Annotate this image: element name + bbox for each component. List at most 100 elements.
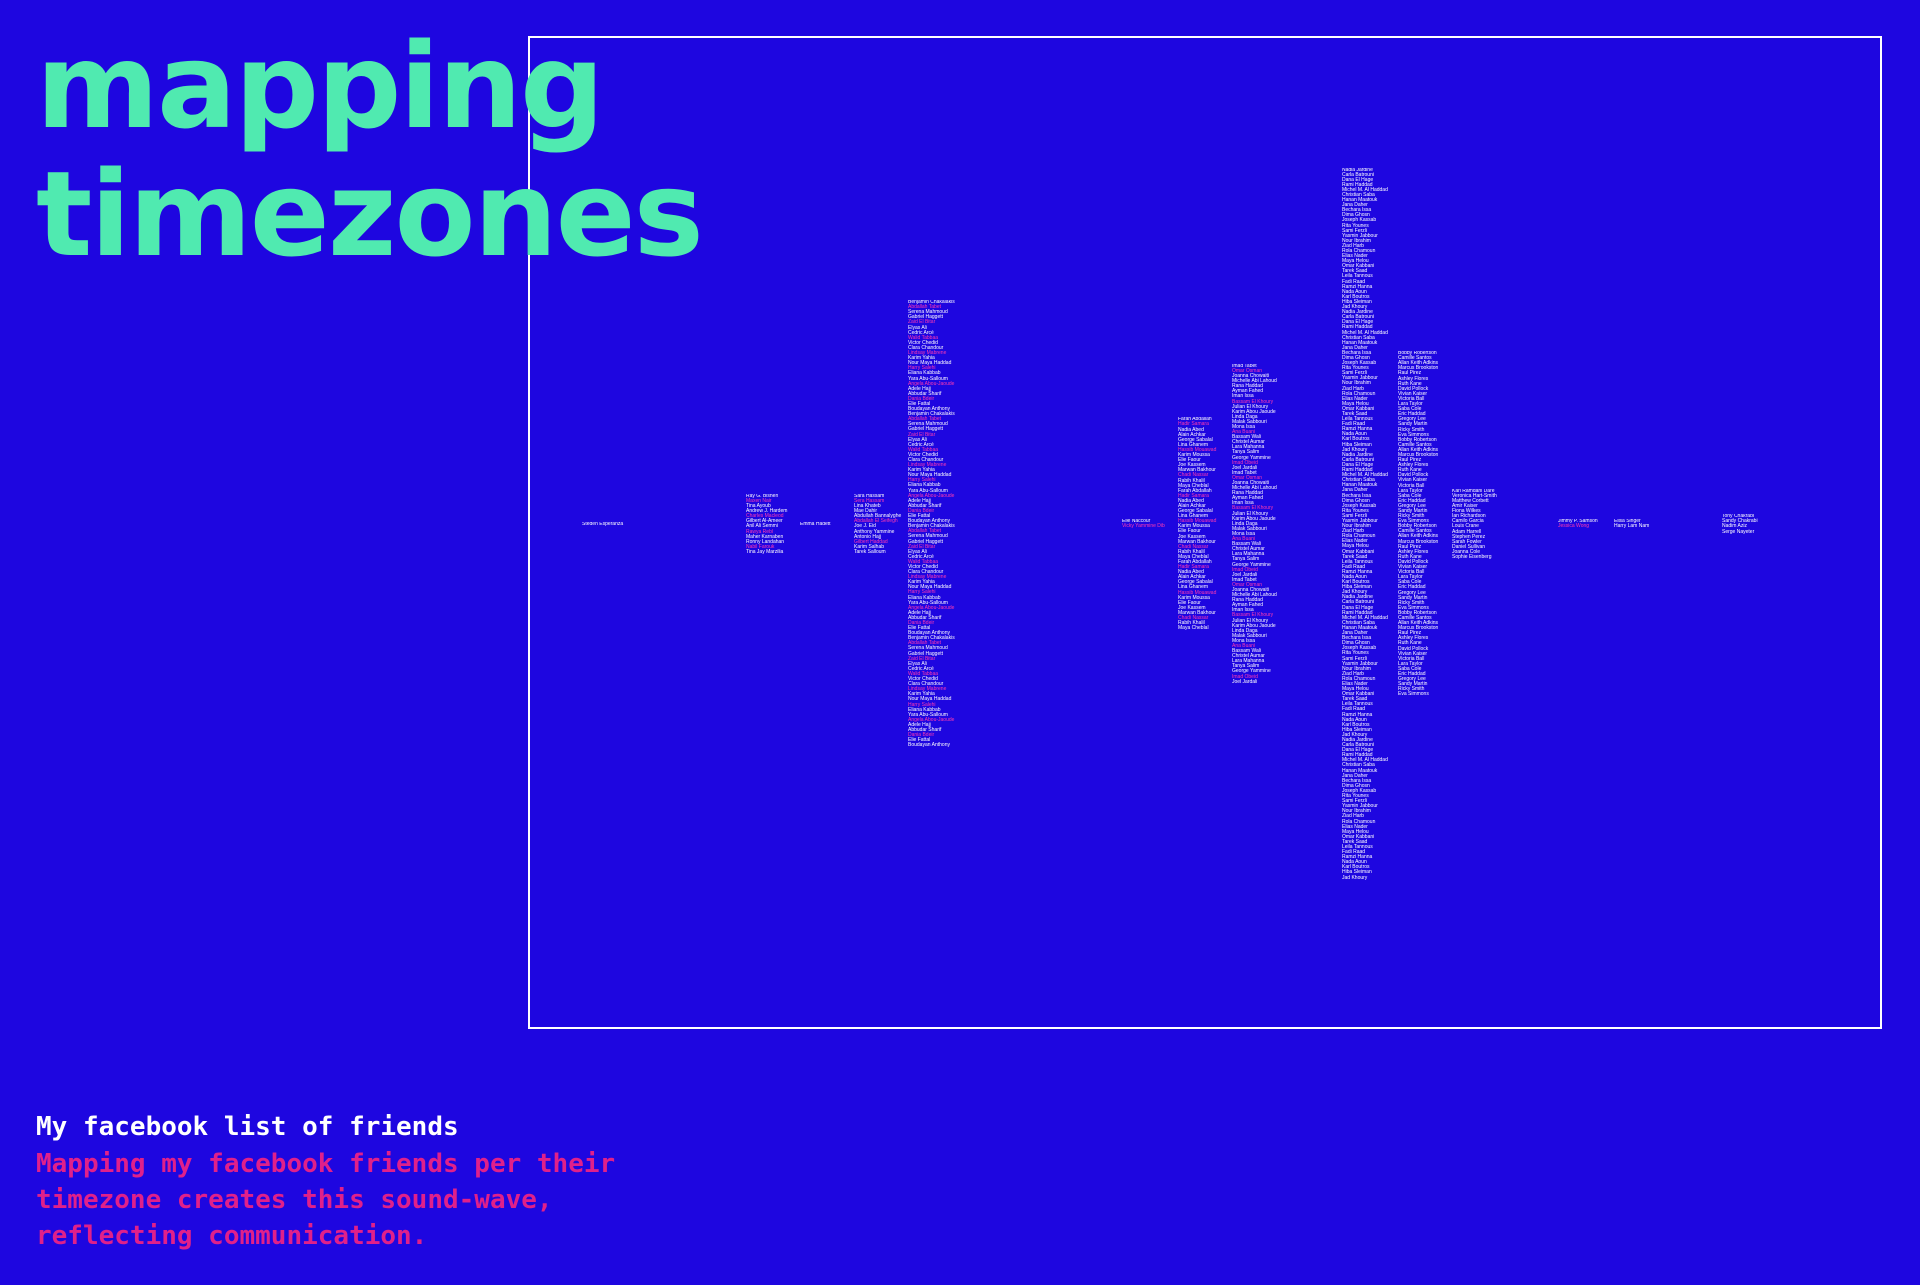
friend-name: Bassam El Khoury: [1232, 398, 1274, 405]
friend-name: Serena Mahmoud: [908, 533, 948, 540]
friend-name: Carla Batrouni: [1342, 599, 1374, 606]
friend-name: Christel Aumar: [1232, 653, 1265, 660]
friend-name: Andrew J. Hardem: [746, 508, 788, 515]
friend-name: Elie Fattal: [908, 400, 931, 407]
friend-name: Rola Chamoun: [1342, 390, 1376, 397]
friend-name: Eliana Kabbab: [908, 706, 941, 713]
friend-name: Hiba Sleiman: [1342, 584, 1372, 591]
friend-name: Carla Batrouni: [1342, 742, 1374, 749]
friend-name: Camille Santos: [1398, 528, 1432, 535]
friend-name: Nour Maya Haddad: [908, 584, 952, 591]
friend-name: Eva Simmons: [1398, 691, 1429, 698]
friend-name: Jana Daher: [1342, 344, 1368, 351]
friend-name: Michelle Abi Lahoud: [1232, 485, 1277, 492]
timezone-column: Emma Hadett: [800, 522, 884, 527]
friend-name: Farah Abdallah: [1178, 487, 1212, 494]
friend-name: Marwan Bakhour: [1178, 538, 1216, 545]
friend-name: Tina Ayoub: [746, 503, 771, 510]
friend-name: Karim Yahia: [908, 355, 935, 362]
friend-name: Ashley Flores: [1398, 635, 1429, 642]
friend-name: Tarek Saad: [1342, 838, 1368, 845]
friend-name: Ronny Landahan: [746, 538, 785, 545]
friend-name: Nadia Abed: [1178, 569, 1204, 576]
friend-name: Ricky Smith: [1398, 599, 1425, 606]
friend-name: Elie Faour: [1178, 599, 1201, 606]
friend-name: Ricky Smith: [1398, 686, 1425, 693]
friend-name: Alain Achkar: [1178, 431, 1206, 438]
friend-name: Carla Batrouni: [1342, 456, 1374, 463]
friend-name: Omar Kabbani: [1342, 833, 1375, 840]
friend-name: Adele Hajj: [908, 721, 931, 728]
friend-name: Hassib Mouawad: [1178, 589, 1217, 596]
friend-name: Rabih Khalil: [1178, 477, 1205, 484]
friend-name: Sophie Eisenberg: [1452, 554, 1492, 561]
friend-name: Elias Nader: [1342, 823, 1368, 830]
friend-name: Nadia Abed: [1178, 497, 1204, 504]
friend-name: Lara Mahanna: [1232, 444, 1265, 451]
friend-name: Nour Ibrahim: [1342, 237, 1371, 244]
friend-name: Yara Abu-Salloum: [908, 375, 948, 382]
friend-name: Yasmin Jabbour: [1342, 517, 1378, 524]
friend-name: Ramzi Hanna: [1342, 854, 1373, 861]
friend-name: Gregory Lee: [1398, 416, 1426, 423]
friend-name: Christel Aumar: [1232, 439, 1265, 446]
friend-name: Michelle Abi Lahoud: [1232, 378, 1277, 385]
friend-name: Yasmin Jabbour: [1342, 803, 1378, 810]
friend-name: Lindsay Mabrene: [908, 686, 947, 693]
friend-name: Saba Cole: [1398, 406, 1422, 413]
friend-name: Karl Boutros: [1342, 293, 1370, 300]
friend-name: Joel Jardali: [1232, 464, 1258, 471]
friend-name: Anil Ali Semmi: [746, 523, 778, 530]
friend-name: Sandy Martin: [1398, 508, 1428, 514]
friend-name: Ziad Harb: [1342, 242, 1364, 249]
friend-name: Hiba Sleiman: [1342, 869, 1372, 876]
friend-name: Fadi Raad: [1342, 706, 1366, 713]
friend-name: Joanna Chowaiti: [1232, 480, 1269, 486]
friend-name: Tarek Saad: [1342, 411, 1368, 417]
friend-name: Lindsay Mabrene: [908, 350, 947, 357]
friend-name: Rita Younes: [1342, 365, 1369, 372]
friend-name: Abdallah Tabet: [908, 416, 941, 423]
friend-name: Christian Saba: [1342, 334, 1375, 341]
title-line-2: timezones: [36, 145, 704, 283]
friend-name: Linda Daga: [1232, 413, 1258, 420]
friend-name: Leila Tannous: [1342, 701, 1373, 708]
friend-name: Gilbert Al-Ameer: [746, 518, 783, 525]
friend-name: Sara Hassam: [854, 493, 885, 499]
friend-name: Victor Chedid: [908, 339, 938, 346]
friend-name: Veronica Hart-Smith: [1452, 492, 1497, 499]
friend-name: Hadir Samara: [1178, 492, 1209, 499]
friend-name: Karim Salhab: [854, 543, 885, 550]
friend-name: Dana El Hage: [1342, 747, 1374, 754]
friend-name: Dania Bdeir: [908, 507, 935, 514]
friend-name: George Sabalal: [1178, 508, 1213, 515]
friend-name: Victoria Ball: [1398, 655, 1425, 662]
friend-name: Nada Aoun: [1342, 288, 1367, 295]
friend-name: Joe J. Eid: [854, 523, 876, 530]
friend-name: Nabil Farouk: [746, 543, 775, 550]
friend-name: Tarek Saad: [1342, 268, 1368, 275]
friend-name: Bobby Robertson: [1398, 609, 1437, 616]
friend-name: Angela Abou-Jaoude: [908, 604, 955, 611]
friend-name: Fadi Raad: [1342, 278, 1366, 285]
friend-name: Adele Hajj: [908, 385, 931, 392]
friend-name: Bassam Wali: [1232, 648, 1261, 655]
friend-name: Ruth Kane: [1398, 553, 1422, 560]
friend-name: Karl Boutros: [1342, 436, 1370, 443]
friend-name: Rita Younes: [1342, 507, 1369, 514]
friend-name: Dima Ghosn: [1342, 497, 1370, 504]
friend-name: Ramzi Hanna: [1342, 711, 1373, 718]
friend-name: Steden Esperanza: [582, 521, 624, 527]
friend-name: Rami Haddad: [1342, 609, 1373, 616]
friend-name: Victor Chedid: [908, 563, 938, 570]
friend-name: Imad Tabet: [1232, 469, 1257, 476]
friend-name: Sami Ferzli: [1342, 655, 1368, 662]
friend-name: Christel Aumar: [1232, 546, 1265, 553]
friend-name: Sera Hassam: [854, 497, 885, 504]
friend-name: Lara Taylor: [1398, 401, 1423, 408]
friend-name: Karim Moussa: [1178, 594, 1210, 601]
friend-name: Maya Helou: [1342, 258, 1369, 265]
friend-name: Rola Chamoun: [1342, 818, 1376, 825]
friend-name: Christian Saba: [1342, 762, 1375, 769]
friend-name: Ana Buani: [1232, 536, 1256, 543]
